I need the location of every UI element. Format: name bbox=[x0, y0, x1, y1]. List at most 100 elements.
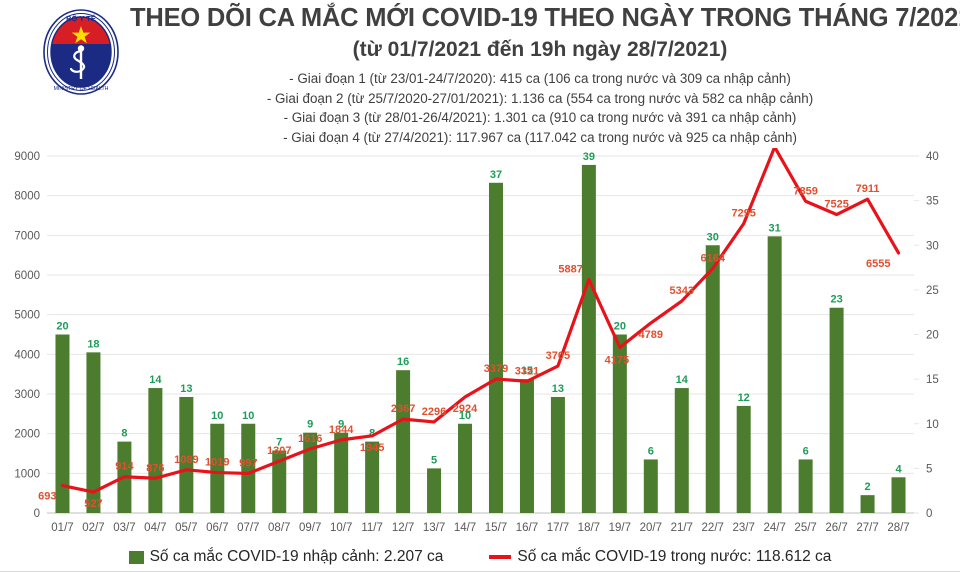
bar bbox=[798, 459, 813, 513]
left-axis-tick-label: 9000 bbox=[14, 151, 40, 163]
line-value-label: 2924 bbox=[453, 403, 478, 415]
x-axis-tick-label: 07/7 bbox=[237, 522, 259, 534]
left-axis-tick-label: 0 bbox=[34, 508, 40, 520]
line-value-label: 997 bbox=[239, 457, 257, 469]
ministry-of-health-logo: BỘ Y TẾ MINISTRY OF HEALTH bbox=[38, 6, 124, 98]
bar bbox=[829, 307, 844, 513]
right-axis-tick-label: 20 bbox=[926, 330, 939, 342]
x-axis-tick-label: 09/7 bbox=[299, 522, 321, 534]
x-axis-tick-label: 18/7 bbox=[578, 522, 600, 534]
x-axis-tick-label: 24/7 bbox=[763, 522, 785, 534]
line-value-label: 1089 bbox=[174, 454, 198, 466]
phase-summary-list: - Giai đoạn 1 (từ 23/01-24/7/2020): 415 … bbox=[130, 69, 950, 147]
page-subtitle: (từ 01/7/2021 đến 19h ngày 28/7/2021) bbox=[352, 38, 728, 62]
x-axis-tick-label: 16/7 bbox=[516, 522, 538, 534]
bar-value-label: 37 bbox=[490, 169, 502, 181]
left-axis-tick-label: 3000 bbox=[14, 389, 40, 401]
bar-value-label: 10 bbox=[459, 410, 471, 422]
right-axis-tick-label: 10 bbox=[926, 419, 939, 431]
bar-value-label: 7 bbox=[276, 437, 282, 449]
bar-value-label: 14 bbox=[149, 374, 162, 386]
bar bbox=[488, 182, 503, 513]
phase-item-2: - Giai đoạn 2 (từ 25/7/2020-27/01/2021):… bbox=[266, 90, 814, 106]
x-axis-tick-label: 28/7 bbox=[887, 522, 909, 534]
line-value-label: 4175 bbox=[605, 354, 629, 366]
x-axis-tick-label: 23/7 bbox=[733, 522, 755, 534]
line-value-label: 7525 bbox=[824, 199, 848, 211]
line-value-label: 3321 bbox=[515, 365, 539, 377]
line-value-label: 7295 bbox=[731, 208, 755, 220]
x-axis-tick-label: 03/7 bbox=[113, 522, 135, 534]
x-axis-tick-label: 25/7 bbox=[794, 522, 816, 534]
x-axis-tick-label: 01/7 bbox=[51, 522, 73, 534]
bar bbox=[427, 468, 442, 513]
bar bbox=[241, 423, 256, 513]
line-value-label: 914 bbox=[115, 461, 134, 473]
line-value-label: 3379 bbox=[484, 363, 508, 375]
legend-line-swatch-icon bbox=[489, 555, 512, 559]
right-axis-tick-label: 40 bbox=[926, 151, 939, 163]
combo-chart: 0 1000 2000 3000 4000 5000 6000 7000 8000 9000 0 5 1… bbox=[14, 148, 939, 534]
bar-value-label: 39 bbox=[583, 151, 595, 163]
bar-value-label: 4 bbox=[895, 463, 902, 475]
right-axis-tick-label: 35 bbox=[926, 196, 939, 208]
bar-value-label: 10 bbox=[242, 410, 254, 422]
x-axis-tick-label: 15/7 bbox=[485, 522, 507, 534]
x-axis-tick-label: 10/7 bbox=[330, 522, 352, 534]
ministry-of-health-emblem-icon: BỘ Y TẾ MINISTRY OF HEALTH bbox=[43, 9, 119, 95]
bar bbox=[705, 245, 720, 513]
bar bbox=[55, 334, 70, 513]
x-axis-tick-label: 17/7 bbox=[547, 522, 569, 534]
bar-value-label: 16 bbox=[397, 356, 409, 368]
bar-value-label: 20 bbox=[56, 321, 68, 333]
line-value-label: 3705 bbox=[546, 350, 570, 362]
bar bbox=[581, 164, 596, 514]
bar bbox=[365, 441, 380, 513]
left-axis-tick-label: 2000 bbox=[14, 429, 40, 441]
x-axis-tick-label: 26/7 bbox=[825, 522, 847, 534]
x-axis-tick-label: 11/7 bbox=[361, 522, 383, 534]
title-block: THEO DÕI CA MẮC MỚI COVID-19 THEO NGÀY T… bbox=[130, 4, 960, 147]
bar-value-label: 9 bbox=[307, 419, 313, 431]
x-axis-tick-label: 27/7 bbox=[856, 522, 878, 534]
line-value-label: 6164 bbox=[700, 252, 725, 264]
logo-top-text: BỘ Y TẾ bbox=[66, 13, 96, 23]
left-axis-tick-label: 7000 bbox=[14, 230, 40, 242]
bar bbox=[148, 388, 163, 513]
bar bbox=[458, 423, 473, 513]
legend-label-domestic: Số ca mắc COVID-19 trong nước: 118.612 c… bbox=[517, 548, 832, 565]
x-axis-tick-label: 22/7 bbox=[702, 522, 724, 534]
phase-item-1: - Giai đoạn 1 (từ 23/01-24/7/2020): 415 … bbox=[289, 71, 791, 87]
line-value-label: 5887 bbox=[558, 263, 582, 275]
bar-value-label: 6 bbox=[648, 445, 654, 457]
bar-value-label: 15 bbox=[521, 365, 533, 377]
bar-value-label: 2 bbox=[864, 481, 870, 493]
x-axis-tick-label: 08/7 bbox=[268, 522, 290, 534]
bar bbox=[550, 396, 565, 513]
x-axis-tick-label: 06/7 bbox=[206, 522, 228, 534]
x-axis-tick-label: 04/7 bbox=[144, 522, 166, 534]
right-axis-tick-label: 15 bbox=[926, 374, 939, 386]
bar bbox=[334, 432, 349, 513]
bar bbox=[179, 396, 194, 513]
page-title: THEO DÕI CA MẮC MỚI COVID-19 THEO NGÀY T… bbox=[130, 4, 960, 32]
bar bbox=[396, 370, 411, 513]
bar bbox=[860, 495, 875, 513]
line-value-label: 1019 bbox=[205, 457, 229, 469]
right-axis-tick-label: 25 bbox=[926, 285, 939, 297]
bar-value-label: 8 bbox=[121, 428, 127, 440]
domestic-cases-line bbox=[60, 148, 901, 494]
line-value-label: 7859 bbox=[793, 185, 817, 197]
bar-value-label: 12 bbox=[738, 392, 750, 404]
bar-value-label: 23 bbox=[830, 294, 842, 306]
x-axis-tick-label: 12/7 bbox=[392, 522, 414, 534]
line-value-label: 1307 bbox=[267, 445, 291, 457]
line-value-label: 6555 bbox=[866, 258, 890, 270]
bar-value-label: 13 bbox=[180, 383, 192, 395]
header: BỘ Y TẾ MINISTRY OF HEALTH THEO DÕI CA M… bbox=[0, 0, 960, 150]
footer-divider bbox=[0, 571, 960, 572]
x-axis-tick-label: 13/7 bbox=[423, 522, 445, 534]
line-value-label: 5343 bbox=[670, 285, 694, 297]
x-axis-tick-label: 14/7 bbox=[454, 522, 476, 534]
bar-value-label: 20 bbox=[614, 321, 626, 333]
